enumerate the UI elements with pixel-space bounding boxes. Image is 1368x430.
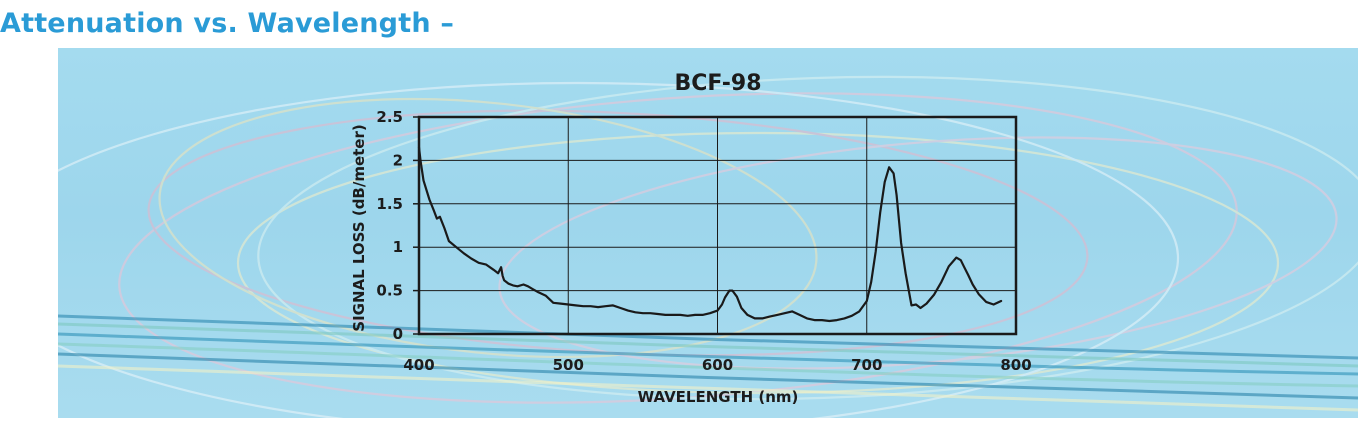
grid-lines bbox=[419, 117, 1016, 334]
y-axis-label: SIGNAL LOSS (dB/meter) bbox=[350, 124, 368, 331]
y-tick-label-5: 2.5 bbox=[376, 108, 403, 126]
y-tick-label-2: 1 bbox=[393, 238, 403, 256]
series-layer bbox=[417, 146, 1003, 323]
page-heading: Attenuation vs. Wavelength – bbox=[0, 8, 455, 39]
x-tick-label-4: 800 bbox=[1000, 356, 1031, 374]
x-tick-label-3: 700 bbox=[851, 356, 882, 374]
chart-title: BCF-98 bbox=[674, 71, 761, 96]
plot-border bbox=[417, 115, 1018, 336]
y-tick-label-4: 2 bbox=[393, 151, 403, 169]
x-tick-label-2: 600 bbox=[702, 356, 733, 374]
x-tick-label-0: 400 bbox=[403, 356, 434, 374]
fiber-strands-background bbox=[58, 75, 1358, 418]
chart-panel: BCF-98 0 0.5 1 1.5 2 2.5 400 500 600 700 800 WAVE… bbox=[58, 48, 1358, 418]
y-tick-label-1: 0.5 bbox=[376, 282, 403, 300]
x-tick-labels: 400 500 600 700 800 bbox=[403, 356, 1031, 374]
y-tick-label-3: 1.5 bbox=[376, 195, 403, 213]
attenuation-chart: BCF-98 0 0.5 1 1.5 2 2.5 400 500 600 700 800 WAVE… bbox=[350, 71, 1032, 406]
series-line-0 bbox=[417, 146, 1003, 323]
x-tick-label-1: 500 bbox=[553, 356, 584, 374]
x-axis-label: WAVELENGTH (nm) bbox=[638, 388, 799, 406]
y-tick-label-0: 0 bbox=[393, 325, 403, 343]
plot-frame bbox=[417, 115, 1018, 336]
y-tick-labels: 0 0.5 1 1.5 2 2.5 bbox=[376, 108, 419, 343]
